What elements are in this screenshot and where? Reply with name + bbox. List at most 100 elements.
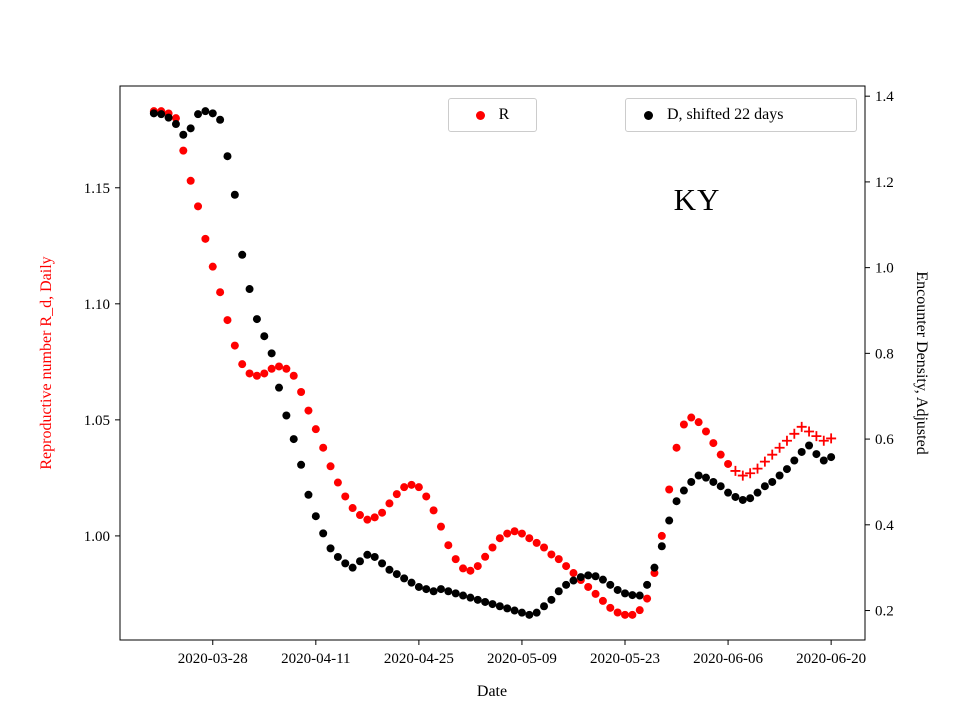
data-point	[657, 531, 666, 540]
data-point-plus	[804, 426, 815, 437]
data-point	[429, 506, 438, 515]
data-point	[738, 495, 747, 504]
data-point	[716, 482, 725, 491]
data-point	[355, 557, 364, 566]
data-point	[230, 190, 239, 199]
data-point	[665, 485, 674, 494]
data-point	[319, 443, 328, 452]
data-point	[179, 130, 188, 139]
data-point	[591, 572, 600, 581]
data-point	[650, 563, 659, 572]
right-tick-label: 1.2	[875, 175, 894, 191]
data-point	[606, 603, 615, 612]
x-tick-label: 2020-04-11	[281, 651, 350, 667]
data-point	[547, 550, 556, 559]
data-point-plus	[811, 431, 822, 442]
data-point	[628, 610, 637, 619]
data-point	[326, 544, 335, 553]
series-0-dot	[149, 107, 733, 619]
x-tick-label: 2020-03-28	[178, 651, 248, 667]
data-point	[157, 110, 166, 119]
data-point	[414, 582, 423, 591]
data-point	[473, 562, 482, 571]
data-point	[540, 602, 549, 611]
data-point	[687, 413, 696, 422]
data-point	[363, 515, 372, 524]
x-tick-label: 2020-05-23	[590, 651, 660, 667]
data-point	[422, 492, 431, 501]
data-point	[422, 585, 431, 594]
data-point	[569, 569, 578, 578]
data-point	[554, 587, 563, 596]
data-point	[554, 555, 563, 564]
data-point	[503, 529, 512, 538]
data-point	[407, 480, 416, 489]
data-point	[584, 571, 593, 580]
data-point	[436, 585, 445, 594]
right-tick-label: 1.0	[875, 261, 894, 277]
data-point-plus	[818, 435, 829, 446]
data-point	[694, 471, 703, 480]
data-point	[584, 582, 593, 591]
data-point	[606, 580, 615, 589]
data-point	[194, 110, 203, 119]
data-point	[598, 575, 607, 584]
data-point	[459, 591, 468, 600]
data-point	[657, 542, 666, 551]
data-point	[311, 425, 320, 434]
data-point	[621, 589, 630, 598]
legend-r-label: R	[498, 106, 510, 123]
right-tick-label: 0.4	[875, 518, 894, 534]
data-point	[451, 555, 460, 564]
data-point	[679, 420, 688, 429]
left-tick-label: 1.00	[84, 529, 110, 545]
data-point	[731, 492, 740, 501]
data-point	[370, 513, 379, 522]
data-point	[532, 608, 541, 617]
data-point	[694, 418, 703, 427]
data-point	[429, 587, 438, 596]
data-point	[400, 574, 409, 583]
data-point	[760, 482, 769, 491]
data-point	[341, 559, 350, 568]
data-point-plus	[774, 442, 785, 453]
data-point	[400, 483, 409, 492]
data-point	[179, 146, 188, 155]
data-point-plus	[781, 435, 792, 446]
data-point	[775, 471, 784, 480]
data-point	[805, 441, 814, 450]
x-tick-label: 2020-06-06	[693, 651, 763, 667]
data-point	[230, 341, 239, 350]
data-point	[444, 587, 453, 596]
x-tick-label: 2020-06-20	[796, 651, 866, 667]
right-tick-label: 0.2	[875, 604, 894, 620]
data-point	[297, 460, 306, 469]
data-point	[459, 564, 468, 573]
data-point	[392, 570, 401, 579]
x-axis: 2020-03-28 2020-04-11 2020-04-25 2020-05-09…	[178, 640, 866, 667]
data-point	[363, 550, 372, 559]
data-point	[517, 529, 526, 538]
data-point	[311, 512, 320, 521]
data-point	[562, 580, 571, 589]
data-point	[208, 109, 217, 118]
data-point-plus	[767, 449, 778, 460]
data-point	[488, 600, 497, 609]
data-point	[385, 565, 394, 574]
data-point	[768, 477, 777, 486]
right-tick-label: 1.4	[875, 89, 894, 105]
data-point	[488, 543, 497, 552]
left-axis-label: Reproductive number R_d, Daily	[38, 256, 55, 470]
data-point	[436, 522, 445, 531]
data-point	[576, 573, 585, 582]
data-point	[304, 490, 313, 499]
data-point-plus	[759, 456, 770, 467]
data-point	[341, 492, 350, 501]
data-point	[709, 439, 718, 448]
data-point	[378, 508, 387, 517]
data-point	[355, 511, 364, 520]
data-point	[444, 541, 453, 550]
data-point	[790, 456, 799, 465]
data-point	[569, 576, 578, 585]
data-point	[481, 552, 490, 561]
